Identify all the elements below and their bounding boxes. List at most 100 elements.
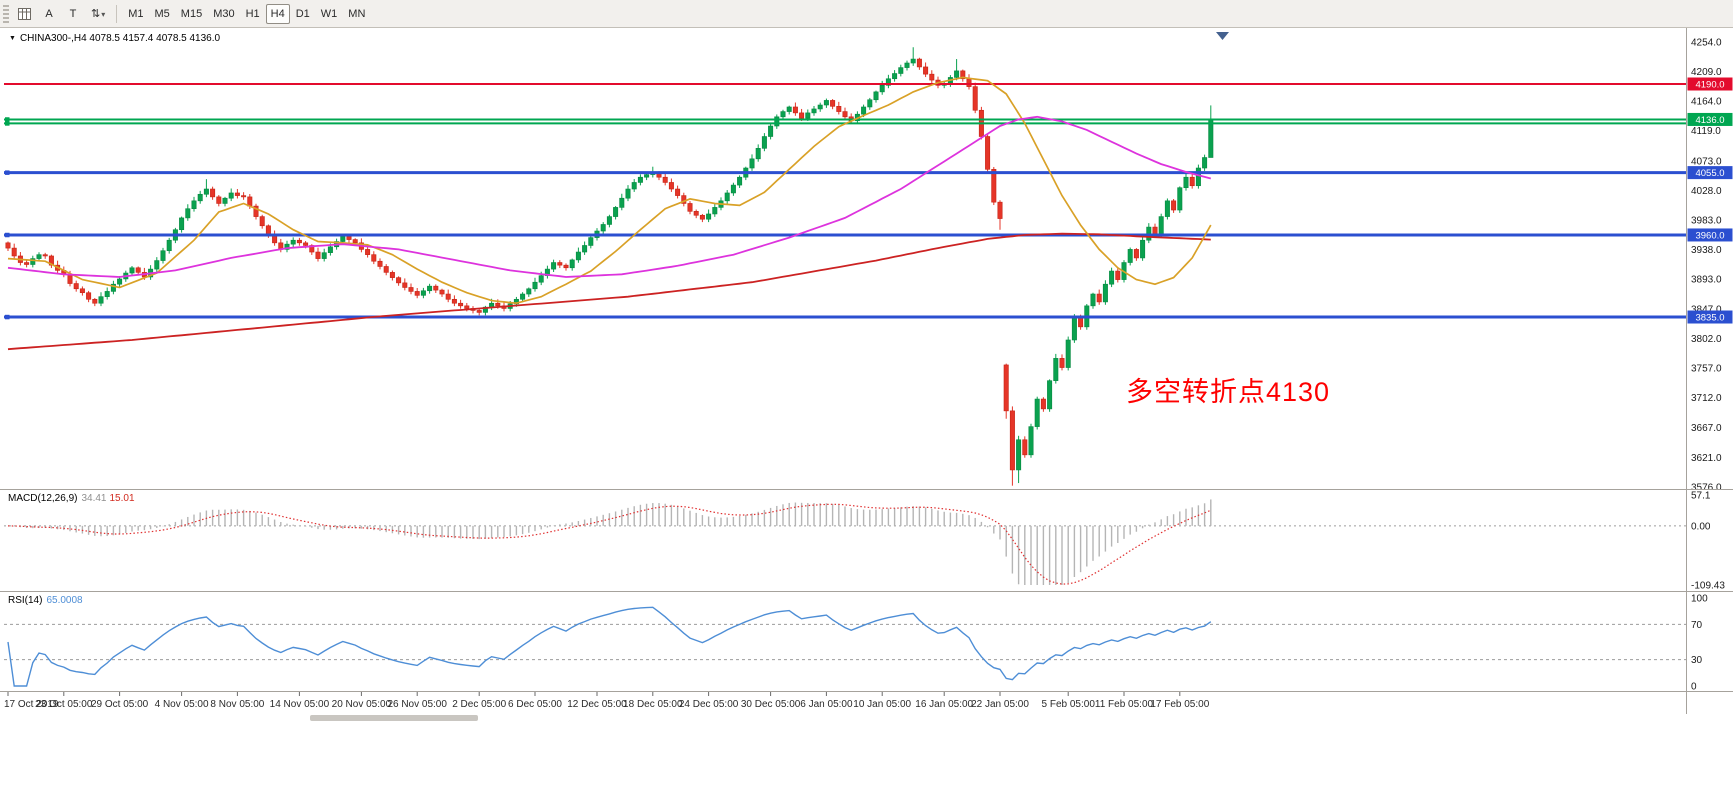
macd-signal-line bbox=[7, 503, 1212, 585]
svg-text:3802.0: 3802.0 bbox=[1691, 334, 1722, 345]
horizontal-scrollbar-thumb[interactable] bbox=[310, 715, 478, 721]
svg-text:0.00: 0.00 bbox=[1691, 521, 1711, 532]
macd-signal-value: 15.01 bbox=[109, 493, 135, 504]
svg-text:3893.0: 3893.0 bbox=[1691, 274, 1722, 285]
level-lines-group bbox=[4, 83, 1686, 320]
svg-text:11 Feb 05:00: 11 Feb 05:00 bbox=[1095, 699, 1154, 710]
symbol-ohlc-text: CHINA300-,H4 4078.5 4157.4 4078.5 4136.0 bbox=[19, 33, 221, 44]
svg-text:12 Dec 05:00: 12 Dec 05:00 bbox=[567, 699, 627, 710]
svg-text:8 Nov 05:00: 8 Nov 05:00 bbox=[210, 699, 264, 710]
macd-label: MACD(12,26,9) 34.41 15.01 bbox=[8, 493, 135, 504]
svg-text:30 Dec 05:00: 30 Dec 05:00 bbox=[741, 699, 801, 710]
price-chart-panel[interactable]: 4254.0 4209.0 4164.0 4119.0 4073.0 4028.0 3983… bbox=[0, 28, 1733, 490]
price-axis: 4254.0 4209.0 4164.0 4119.0 4073.0 4028.0 3983… bbox=[1686, 28, 1733, 491]
svg-text:18 Dec 05:00: 18 Dec 05:00 bbox=[623, 699, 683, 710]
svg-text:4254.0: 4254.0 bbox=[1691, 38, 1722, 49]
svg-text:3576.0: 3576.0 bbox=[1691, 483, 1722, 491]
rsi-panel[interactable]: 100 70 30 0 RSI(14) 65.0008 bbox=[0, 592, 1733, 692]
price-badge bbox=[1687, 166, 1733, 180]
price-badge bbox=[1687, 77, 1733, 91]
timeframe-w1-button[interactable]: W1 bbox=[316, 4, 343, 24]
svg-text:14 Nov 05:00: 14 Nov 05:00 bbox=[270, 699, 330, 710]
svg-text:100: 100 bbox=[1691, 594, 1708, 605]
price-badge bbox=[1687, 112, 1733, 126]
candles-group bbox=[5, 47, 1214, 486]
timeframe-m5-button[interactable]: M5 bbox=[150, 4, 175, 24]
macd-histogram-group bbox=[13, 499, 1212, 585]
collapse-triangle-icon: ▼ bbox=[9, 35, 16, 42]
top-toolbar: A T ⇅▾ M1 M5 M15 M30 H1 H4 D1 W1 MN bbox=[0, 0, 1733, 28]
svg-text:3667.0: 3667.0 bbox=[1691, 423, 1722, 434]
svg-text:3983.0: 3983.0 bbox=[1691, 215, 1722, 226]
candlestick-chart[interactable]: 4254.0 4209.0 4164.0 4119.0 4073.0 4028.0 3983… bbox=[0, 28, 1733, 490]
svg-text:29 Oct 05:00: 29 Oct 05:00 bbox=[91, 699, 149, 710]
timeframe-h4-button[interactable]: H4 bbox=[265, 3, 290, 24]
timeframe-m15-button[interactable]: M15 bbox=[176, 4, 207, 24]
svg-text:17 Oct 2019: 17 Oct 2019 bbox=[4, 699, 59, 710]
svg-text:4 Nov 05:00: 4 Nov 05:00 bbox=[155, 699, 209, 710]
svg-text:3960.0: 3960.0 bbox=[1695, 230, 1724, 241]
svg-text:16 Jan 05:00: 16 Jan 05:00 bbox=[915, 699, 973, 710]
svg-text:4028.0: 4028.0 bbox=[1691, 186, 1722, 197]
updown-arrows-icon: ⇅ bbox=[91, 8, 101, 20]
svg-text:2 Dec 05:00: 2 Dec 05:00 bbox=[452, 699, 506, 710]
macd-panel[interactable]: 57.1 0.00 -109.43 MACD(12,26,9) 34.41 15.01 bbox=[0, 490, 1733, 592]
timeframe-d1-button[interactable]: D1 bbox=[291, 4, 315, 24]
svg-text:6 Dec 05:00: 6 Dec 05:00 bbox=[508, 699, 562, 710]
macd-value: 34.41 bbox=[81, 493, 107, 504]
svg-text:3835.0: 3835.0 bbox=[1695, 313, 1724, 324]
svg-text:22 Jan 05:00: 22 Jan 05:00 bbox=[971, 699, 1029, 710]
text-tool-button[interactable]: T bbox=[62, 4, 84, 24]
svg-text:3757.0: 3757.0 bbox=[1691, 364, 1722, 375]
svg-text:20 Nov 05:00: 20 Nov 05:00 bbox=[332, 699, 392, 710]
chart-grid-icon bbox=[18, 7, 31, 20]
svg-text:30: 30 bbox=[1691, 655, 1703, 666]
svg-text:23 Oct 05:00: 23 Oct 05:00 bbox=[35, 699, 93, 710]
svg-text:3938.0: 3938.0 bbox=[1691, 245, 1722, 256]
rsi-line bbox=[7, 606, 1212, 687]
scale-dropdown-button[interactable]: ⇅▾ bbox=[86, 4, 110, 24]
svg-text:0: 0 bbox=[1691, 682, 1697, 693]
svg-text:3712.0: 3712.0 bbox=[1691, 393, 1722, 404]
svg-text:-109.43: -109.43 bbox=[1691, 581, 1725, 592]
svg-text:70: 70 bbox=[1691, 620, 1703, 631]
chart-shift-marker-icon bbox=[1216, 32, 1229, 40]
price-badge bbox=[1687, 228, 1733, 242]
svg-text:4055.0: 4055.0 bbox=[1695, 168, 1724, 179]
toolbar-grip[interactable] bbox=[3, 4, 9, 23]
svg-text:5 Feb 05:00: 5 Feb 05:00 bbox=[1042, 699, 1096, 710]
svg-text:10 Jan 05:00: 10 Jan 05:00 bbox=[853, 699, 911, 710]
bottom-area bbox=[0, 714, 1733, 794]
macd-title: MACD(12,26,9) bbox=[8, 493, 78, 504]
svg-text:57.1: 57.1 bbox=[1691, 491, 1711, 502]
svg-text:3847.0: 3847.0 bbox=[1691, 305, 1722, 316]
rsi-title: RSI(14) bbox=[8, 595, 43, 606]
rsi-indicator-chart[interactable]: 100 70 30 0 bbox=[0, 592, 1733, 692]
rsi-label: RSI(14) 65.0008 bbox=[8, 595, 83, 606]
svg-text:26 Nov 05:00: 26 Nov 05:00 bbox=[387, 699, 447, 710]
timeframe-h1-button[interactable]: H1 bbox=[241, 4, 265, 24]
macd-indicator-chart[interactable]: 57.1 0.00 -109.43 bbox=[0, 490, 1733, 592]
rsi-value: 65.0008 bbox=[46, 595, 83, 606]
timeframe-group: M1 M5 M15 M30 H1 H4 D1 W1 MN bbox=[123, 3, 370, 24]
chart-window-button[interactable] bbox=[13, 4, 36, 24]
svg-text:6 Jan 05:00: 6 Jan 05:00 bbox=[800, 699, 853, 710]
svg-text:4164.0: 4164.0 bbox=[1691, 97, 1722, 108]
svg-text:4190.0: 4190.0 bbox=[1695, 80, 1724, 91]
svg-text:24 Dec 05:00: 24 Dec 05:00 bbox=[679, 699, 739, 710]
timeframe-mn-button[interactable]: MN bbox=[343, 4, 370, 24]
toolbar-separator bbox=[116, 4, 118, 23]
svg-text:4073.0: 4073.0 bbox=[1691, 156, 1722, 167]
symbol-ohlc-label: ▼ CHINA300-,H4 4078.5 4157.4 4078.5 4136.… bbox=[9, 33, 220, 44]
svg-text:17 Feb 05:00: 17 Feb 05:00 bbox=[1150, 699, 1209, 710]
svg-text:4209.0: 4209.0 bbox=[1691, 67, 1722, 78]
font-tool-button[interactable]: A bbox=[38, 4, 60, 24]
timeframe-m30-button[interactable]: M30 bbox=[208, 4, 239, 24]
price-badge bbox=[1687, 310, 1733, 324]
timeframe-m1-button[interactable]: M1 bbox=[123, 4, 148, 24]
svg-text:4136.0: 4136.0 bbox=[1695, 115, 1724, 126]
svg-text:3621.0: 3621.0 bbox=[1691, 453, 1722, 464]
svg-text:4119.0: 4119.0 bbox=[1691, 126, 1721, 137]
